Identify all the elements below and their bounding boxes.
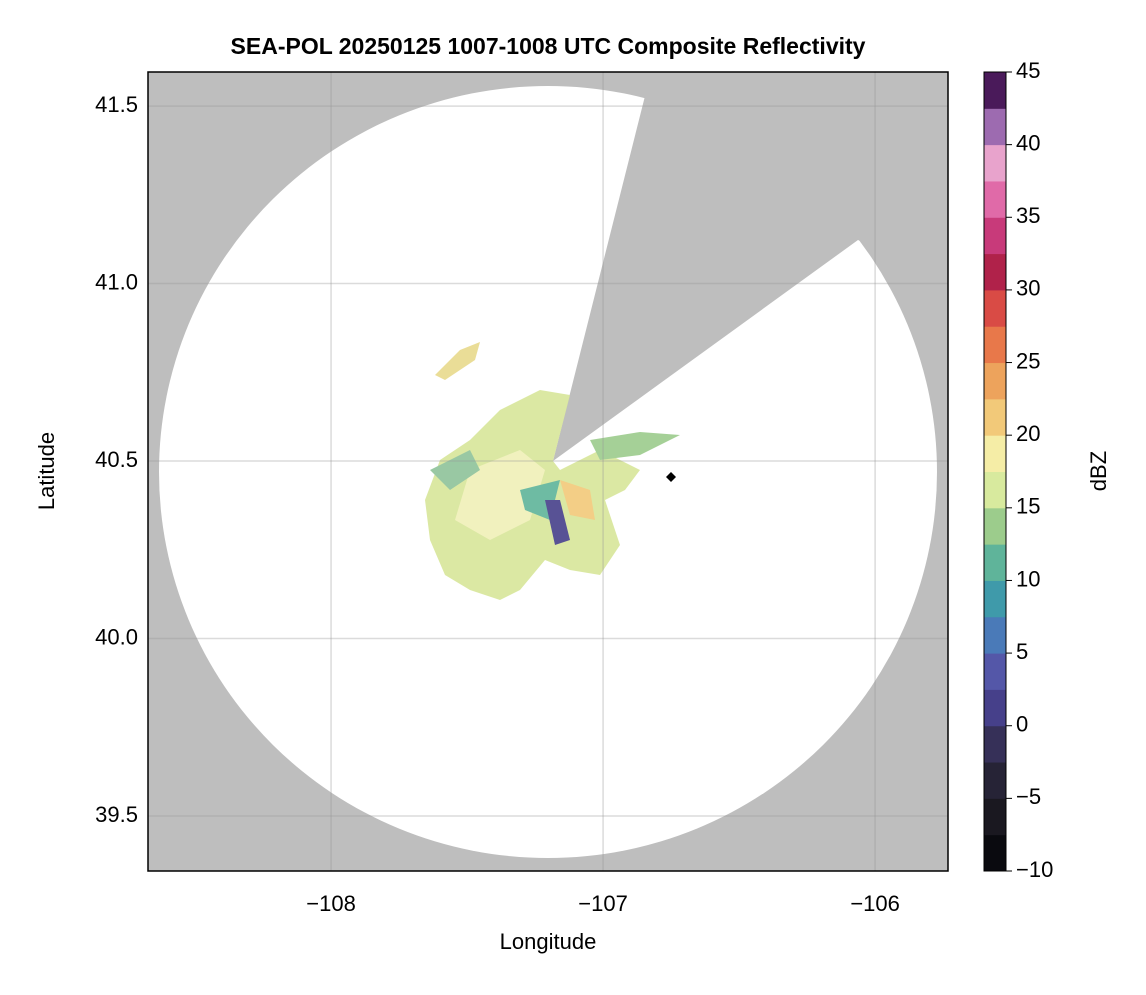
colorbar-band: [984, 72, 1006, 109]
colorbar-band: [984, 362, 1006, 400]
colorbar-frame: [983, 71, 1007, 872]
y-tick-label: 41.0: [95, 269, 138, 294]
colorbar-band: [984, 471, 1006, 509]
colorbar-tick-label: 0: [1016, 712, 1028, 737]
colorbar-band: [984, 725, 1006, 763]
plot-frame: [147, 71, 949, 872]
blocked-sector: [553, 72, 900, 461]
echo: [545, 500, 570, 545]
colorbar-band: [984, 217, 1006, 255]
colorbar-tick-label: 25: [1016, 348, 1040, 373]
colorbar-tick-label: 35: [1016, 203, 1040, 228]
colorbar-label: dBZ: [1086, 451, 1111, 491]
colorbar-tick-label: 5: [1016, 639, 1028, 664]
colorbar-band: [984, 398, 1006, 436]
colorbar-band: [984, 507, 1006, 545]
y-tick-label: 40.0: [95, 624, 138, 649]
colorbar-band: [984, 580, 1006, 618]
colorbar-band: [984, 653, 1006, 690]
colorbar-band: [984, 834, 1006, 872]
y-tick-label: 39.5: [95, 802, 138, 827]
colorbar-tick-label: 30: [1016, 276, 1040, 301]
colorbar-tick-label: 40: [1016, 130, 1040, 155]
colorbar-band: [984, 435, 1006, 472]
echoes: [425, 342, 680, 600]
echo: [560, 480, 595, 520]
colorbar-band: [984, 616, 1006, 654]
colorbar-tick-label: −10: [1016, 857, 1053, 882]
colorbar-tick-label: 15: [1016, 494, 1040, 519]
colorbar-tick-label: 45: [1016, 58, 1040, 83]
colorbar-tick-label: 10: [1016, 566, 1040, 591]
x-tick-label: −106: [850, 891, 900, 916]
echo: [430, 450, 480, 490]
chart-title: SEA-POL 20250125 1007-1008 UTC Composite…: [231, 33, 866, 59]
colorbar-tick-label: −5: [1016, 784, 1041, 809]
colorbar-band: [984, 253, 1006, 291]
colorbar-band: [984, 326, 1006, 364]
colorbar-band: [984, 289, 1006, 327]
radar-marker: [666, 472, 676, 482]
x-tick-label: −108: [306, 891, 356, 916]
y-axis-label: Latitude: [34, 432, 59, 510]
colorbar-tick-label: 20: [1016, 421, 1040, 446]
colorbar-band: [984, 798, 1006, 836]
x-tick-label: −107: [578, 891, 628, 916]
colorbar-band: [984, 180, 1006, 218]
y-tick-label: 40.5: [95, 447, 138, 472]
echo: [455, 450, 545, 540]
colorbar-band: [984, 689, 1006, 727]
y-tick-label: 41.5: [95, 92, 138, 117]
colorbar-band: [984, 144, 1006, 182]
coverage: [159, 72, 937, 858]
echo: [435, 342, 480, 380]
echo: [590, 432, 680, 460]
x-axis-label: Longitude: [500, 929, 597, 954]
grid: [148, 72, 948, 871]
colorbar-band: [984, 762, 1006, 799]
colorbar-band: [984, 108, 1006, 146]
colorbar-band: [984, 544, 1006, 581]
